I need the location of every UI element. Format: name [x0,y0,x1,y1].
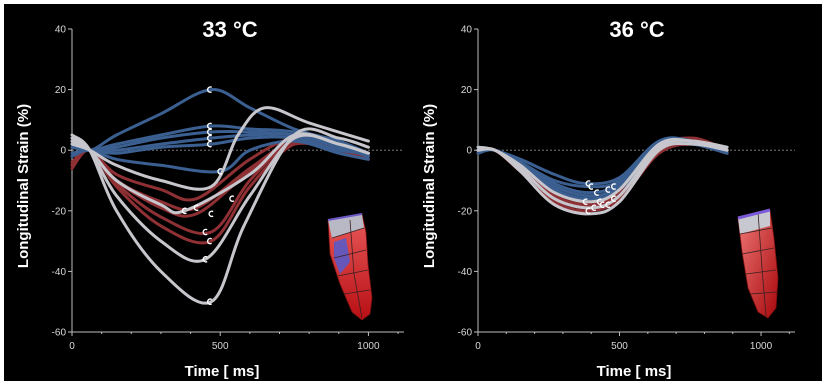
heart-model-33c [327,213,373,321]
y-tick-label: 0 [466,146,472,157]
peak-strain-marker [207,237,213,245]
peak-strain-marker [202,228,208,236]
y-tick-label: -60 [458,328,473,339]
x-tick-label: 0 [69,341,75,352]
peak-strain-marker [605,186,611,193]
strain-charts: 33 °C Longitudinal Strain (%) Time [ ms]… [15,17,795,380]
figure-background: 33 °C Longitudinal Strain (%) Time [ ms]… [4,4,822,381]
y-tick-label: -40 [52,267,67,278]
y-tick-label: -20 [52,206,67,217]
peak-strain-marker [599,201,605,209]
y-tick-label: 0 [60,146,66,157]
x-tick-label: 1000 [750,341,773,352]
peak-strain-marker [591,204,597,212]
peak-strain-marker [611,195,617,202]
peak-strain-marker [193,204,199,212]
y-tick-label: 20 [461,85,473,96]
peak-strain-marker [594,189,600,196]
peak-strain-marker [605,201,611,209]
chart-title: 36 °C [609,17,664,42]
chart-title: 33 °C [202,17,257,42]
y-axis-label: Longitudinal Strain (%) [421,104,438,268]
heart-model-grid [331,219,371,319]
y-tick-label: -20 [458,206,473,217]
x-axis-label: Time [ ms] [185,363,260,380]
x-tick-label: 1000 [357,341,380,352]
peak-strain-marker [202,255,208,263]
peak-strain-marker [207,86,213,93]
heart-model-rim [737,208,771,220]
peak-strain-marker [611,183,617,190]
strain-curve-blue [70,139,370,174]
y-tick-label: -60 [52,328,67,339]
y-tick-label: 40 [55,25,67,36]
heart-model-grid [739,211,778,317]
peak-strain-marker [217,168,223,175]
heart-model-grey-band [328,214,364,238]
y-axis-label: Longitudinal Strain (%) [15,104,32,268]
x-tick-label: 500 [212,341,229,352]
x-tick-label: 0 [475,341,481,352]
strain-curve-white [70,132,370,215]
strain-curve-blue [70,88,370,155]
x-tick-label: 500 [611,341,628,352]
strain-curve-white [476,137,729,204]
strain-curve-white [70,127,370,305]
y-tick-label: -40 [458,267,473,278]
panel-36c: 36 °C Longitudinal Strain (%) Time [ ms]… [421,17,795,380]
peak-strain-marker [585,207,591,215]
panel-33c: 33 °C Longitudinal Strain (%) Time [ ms]… [15,17,404,380]
peak-strain-marker [208,210,214,218]
heart-model-shape [737,209,779,319]
peak-strain-marker [229,195,235,202]
heart-model-rim [327,213,363,221]
peak-strain-marker [588,183,594,190]
peak-strain-marker [207,122,213,130]
peak-strain-marker [207,134,213,142]
peak-strain-marker [207,128,213,136]
peak-strain-marker [181,207,187,215]
y-tick-label: 20 [55,85,67,96]
peak-strain-marker [207,140,213,148]
strain-curve-white [70,106,370,191]
heart-model-36c [737,208,779,319]
x-axis-label: Time [ ms] [597,363,672,380]
peak-strain-marker [207,298,213,305]
y-tick-label: 40 [461,25,473,36]
peak-strain-marker [582,198,588,205]
